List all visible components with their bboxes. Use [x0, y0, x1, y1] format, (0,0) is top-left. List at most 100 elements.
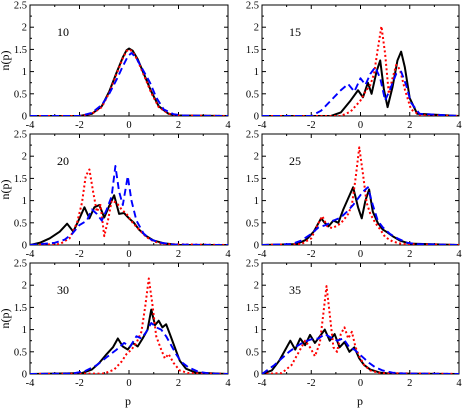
panel-label: 20	[57, 154, 69, 168]
y-tick-label: 2	[254, 281, 259, 292]
x-tick-label: 0	[358, 378, 363, 389]
y-tick-label: 2	[22, 23, 27, 34]
y-tick-label: 1.5	[246, 174, 259, 185]
panel-label: 10	[57, 25, 69, 39]
x-tick-label: 4	[225, 120, 231, 131]
x-tick-label: -2	[307, 249, 316, 260]
y-axis-label: n(p)	[0, 309, 12, 329]
y-tick-label: 2	[22, 281, 27, 292]
y-tick-label: 0	[22, 112, 27, 123]
y-tick-label: 0	[254, 112, 259, 123]
x-tick-label: -4	[26, 378, 35, 389]
y-tick-label: 2.5	[14, 130, 27, 141]
series-line-dotted	[262, 285, 459, 374]
x-tick-label: -4	[26, 120, 35, 131]
series-line-dotted	[30, 277, 228, 374]
x-tick-label: -4	[26, 249, 35, 260]
y-tick-label: 2.5	[246, 130, 259, 141]
panel-10: -4 -2 0 2 4 0 0.5 1 1.5 2 2.5 n(p) 10	[0, 1, 231, 132]
x-tick-label: -2	[75, 378, 84, 389]
y-tick-label: 2.5	[14, 1, 27, 12]
series-line-solid	[262, 50, 459, 116]
y-tick-label: 2.5	[246, 1, 259, 12]
y-tick-label: 1.5	[246, 45, 259, 56]
panel-15: -4 -2 0 2 4 0 0.5 1 1.5 2 2.5 15	[246, 1, 463, 132]
x-tick-label: -4	[258, 120, 267, 131]
x-tick-label: 4	[456, 120, 462, 131]
y-tick-label: 1	[22, 325, 27, 336]
panel-label: 30	[57, 283, 69, 297]
x-tick-label: -2	[75, 120, 84, 131]
y-tick-label: 2	[254, 23, 259, 34]
series-line-dashed	[30, 321, 228, 374]
y-tick-label: 0	[22, 241, 27, 252]
y-tick-label: 2	[254, 152, 259, 163]
x-tick-label: 0	[126, 378, 131, 389]
x-tick-label: 4	[456, 249, 462, 260]
series-line-dotted	[30, 48, 228, 116]
series-line-dotted	[30, 168, 228, 245]
x-tick-label: -2	[307, 120, 316, 131]
x-tick-label: 0	[126, 249, 131, 260]
panel-label: 15	[289, 25, 301, 39]
x-tick-label: 2	[407, 249, 412, 260]
y-tick-label: 0.5	[14, 347, 27, 358]
x-axis-label-right: p	[357, 394, 363, 408]
x-tick-label: 2	[407, 378, 412, 389]
y-tick-label: 1	[254, 196, 259, 207]
y-tick-label: 2.5	[14, 259, 27, 270]
x-tick-label: -2	[307, 378, 316, 389]
y-axis-label: n(p)	[0, 180, 12, 200]
x-tick-label: 2	[176, 120, 181, 131]
y-tick-label: 1.5	[14, 174, 27, 185]
x-tick-label: 4	[225, 378, 231, 389]
x-tick-label: 0	[358, 120, 363, 131]
y-tick-label: 0.5	[246, 89, 259, 100]
y-tick-label: 1.5	[246, 303, 259, 314]
y-tick-label: 2	[22, 152, 27, 163]
x-tick-label: 4	[456, 378, 462, 389]
panel-label: 35	[289, 283, 301, 297]
y-tick-label: 1	[22, 196, 27, 207]
series-line-solid	[30, 47, 228, 116]
y-tick-label: 0.5	[246, 347, 259, 358]
panel-30: -4 -2 0 2 4 0 0.5 1 1.5 2 2.5 n(p) 30	[0, 259, 231, 390]
y-axis-label: n(p)	[0, 51, 12, 71]
plot-frame	[29, 262, 229, 375]
x-tick-label: 2	[176, 378, 181, 389]
y-tick-label: 0	[22, 370, 27, 381]
y-tick-label: 1	[22, 67, 27, 78]
y-tick-label: 2.5	[246, 259, 259, 270]
panel-20: -4 -2 0 2 4 0 0.5 1 1.5 2 2.5 n(p) 20	[0, 130, 231, 261]
y-tick-label: 0.5	[14, 218, 27, 229]
x-tick-label: 2	[176, 249, 181, 260]
x-tick-label: -2	[75, 249, 84, 260]
x-tick-label: 0	[358, 249, 363, 260]
series-line-dashed	[262, 186, 459, 245]
series-line-solid	[30, 308, 228, 374]
y-tick-label: 0	[254, 370, 259, 381]
panel-label: 25	[289, 154, 301, 168]
series-line-dashed	[262, 66, 459, 116]
y-tick-label: 0	[254, 241, 259, 252]
series-line-dashed	[30, 52, 228, 116]
series-line-dotted	[262, 25, 459, 116]
plot-frame	[29, 4, 229, 117]
y-tick-label: 1	[254, 67, 259, 78]
x-axis-label: p	[125, 394, 131, 408]
panel-25: -4 -2 0 2 4 0 0.5 1 1.5 2 2.5 25	[246, 130, 463, 261]
x-tick-label: 0	[126, 120, 131, 131]
x-tick-label: 2	[407, 120, 412, 131]
series-line-dashed	[30, 165, 228, 245]
panel-35: -4 -2 0 2 4 0 0.5 1 1.5 2 2.5 35	[246, 259, 463, 390]
y-tick-label: 0.5	[14, 89, 27, 100]
x-tick-label: -4	[258, 378, 267, 389]
y-tick-label: 1	[254, 325, 259, 336]
series-line-solid	[30, 194, 228, 245]
series-line-solid	[262, 328, 459, 374]
series-line-dashed	[262, 333, 459, 374]
x-tick-label: 4	[225, 249, 231, 260]
x-tick-label: -4	[258, 249, 267, 260]
y-tick-label: 1.5	[14, 45, 27, 56]
